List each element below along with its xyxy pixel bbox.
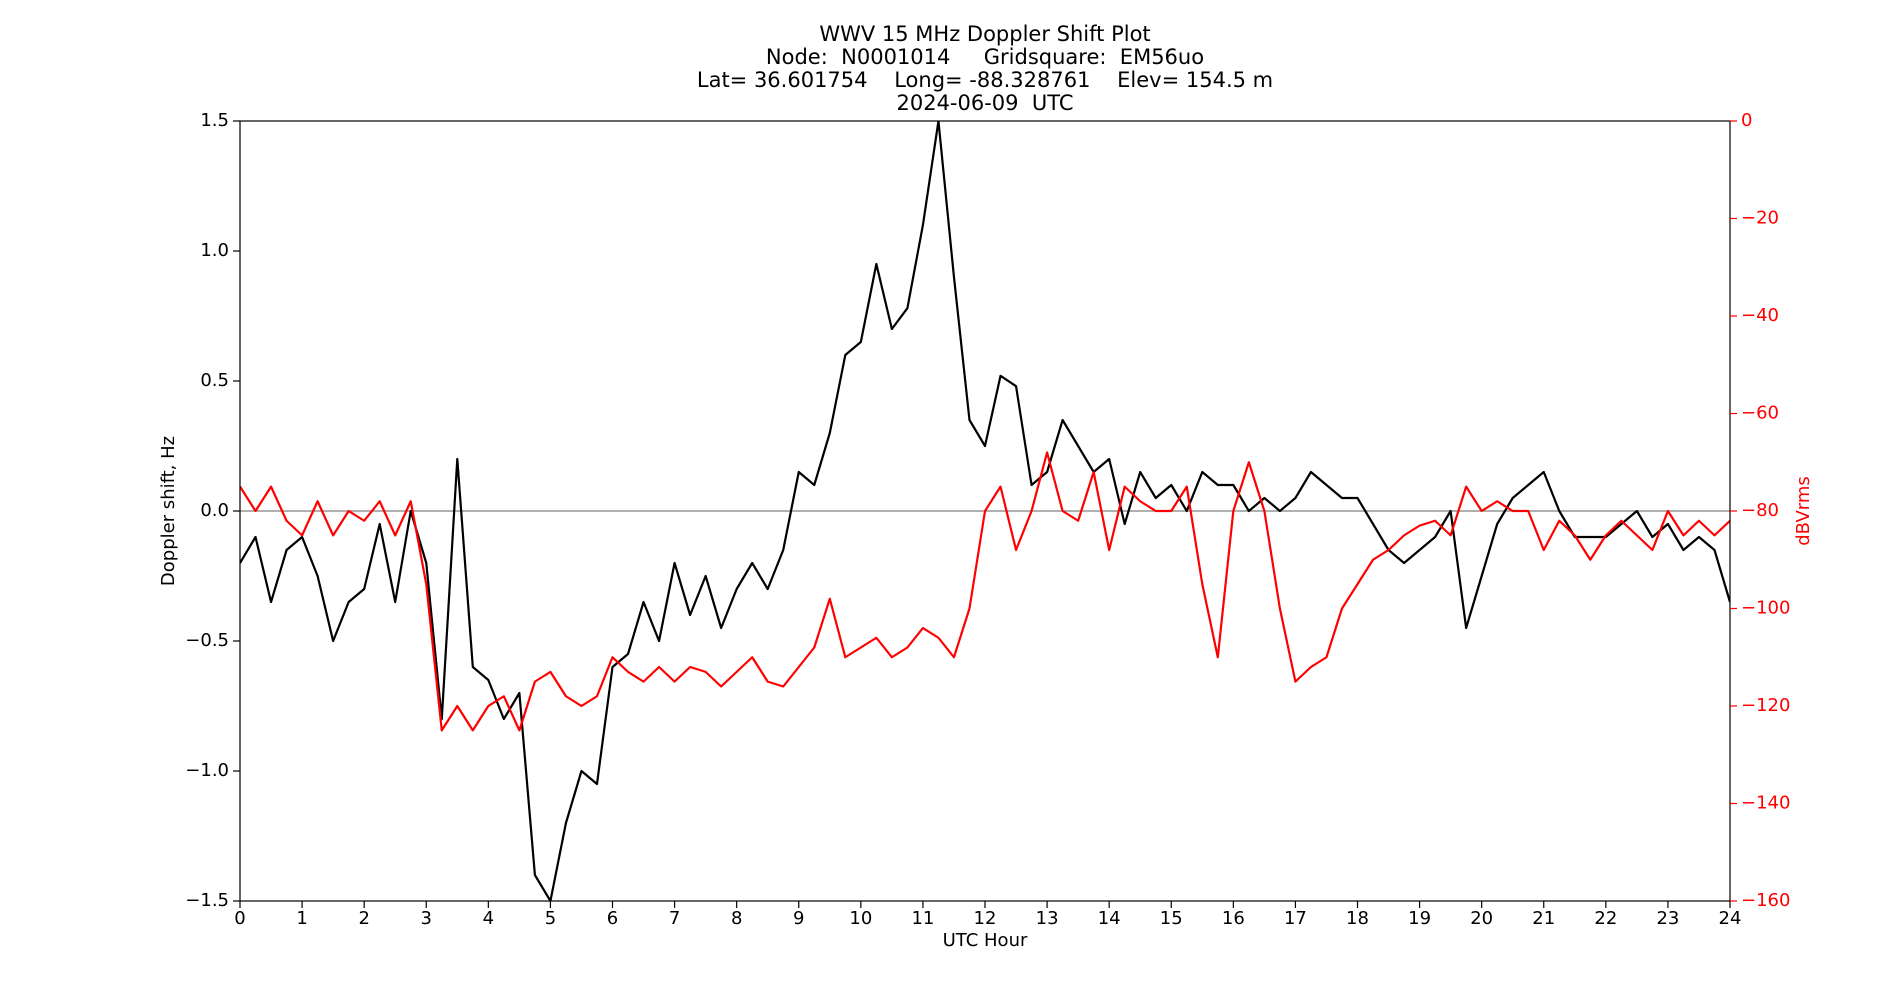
y2-tick-label: −160: [1741, 890, 1790, 911]
y-tick-label: −1.5: [185, 890, 229, 911]
x-tick-label: 19: [1408, 908, 1431, 929]
y2-axis-label: dBVrms: [1793, 476, 1814, 546]
x-tick-label: 24: [1719, 908, 1742, 929]
x-tick-label: 0: [234, 908, 245, 929]
x-tick-label: 11: [911, 908, 934, 929]
x-tick-label: 5: [545, 908, 556, 929]
y2-tick-label: −140: [1741, 793, 1790, 814]
data-line: [240, 121, 1730, 901]
y-tick-label: 0.5: [200, 370, 229, 391]
x-tick-label: 6: [607, 908, 618, 929]
y2-tick-label: −20: [1741, 208, 1779, 229]
y-tick-label: −1.0: [185, 760, 229, 781]
y-tick-label: 1.0: [200, 240, 229, 261]
chart-subtitle: Node: N0001014 Gridsquare: EM56uo: [766, 45, 1204, 69]
x-tick-label: 21: [1532, 908, 1555, 929]
x-tick-label: 4: [483, 908, 494, 929]
chart-title: WWV 15 MHz Doppler Shift Plot: [819, 22, 1150, 46]
y2-tick-label: −60: [1741, 403, 1779, 424]
x-tick-label: 22: [1594, 908, 1617, 929]
y-tick-label: −0.5: [185, 630, 229, 651]
x-tick-label: 23: [1656, 908, 1679, 929]
x-tick-label: 13: [1036, 908, 1059, 929]
x-tick-label: 16: [1222, 908, 1245, 929]
x-tick-label: 15: [1160, 908, 1183, 929]
x-axis-label: UTC Hour: [943, 930, 1028, 951]
x-tick-label: 7: [669, 908, 680, 929]
y-tick-label: 0.0: [200, 500, 229, 521]
y2-tick-label: −40: [1741, 305, 1779, 326]
x-tick-label: 2: [358, 908, 369, 929]
x-tick-label: 12: [974, 908, 997, 929]
x-tick-label: 17: [1284, 908, 1307, 929]
chart-subtitle: Lat= 36.601754 Long= -88.328761 Elev= 15…: [697, 68, 1273, 92]
y2-tick-label: −120: [1741, 695, 1790, 716]
y2-tick-label: −100: [1741, 598, 1790, 619]
x-tick-label: 18: [1346, 908, 1369, 929]
y-axis-label: Doppler shift, Hz: [158, 436, 179, 586]
y-tick-label: 1.5: [200, 110, 229, 131]
x-tick-label: 3: [421, 908, 432, 929]
data-line: [240, 451, 1730, 732]
x-tick-label: 8: [731, 908, 742, 929]
y2-tick-label: 0: [1741, 110, 1752, 131]
chart-subtitle: 2024-06-09 UTC: [896, 91, 1073, 115]
y2-tick-label: −80: [1741, 500, 1779, 521]
x-tick-label: 9: [793, 908, 804, 929]
x-tick-label: 10: [849, 908, 872, 929]
x-tick-label: 20: [1470, 908, 1493, 929]
x-tick-label: 14: [1098, 908, 1121, 929]
x-tick-label: 1: [296, 908, 307, 929]
